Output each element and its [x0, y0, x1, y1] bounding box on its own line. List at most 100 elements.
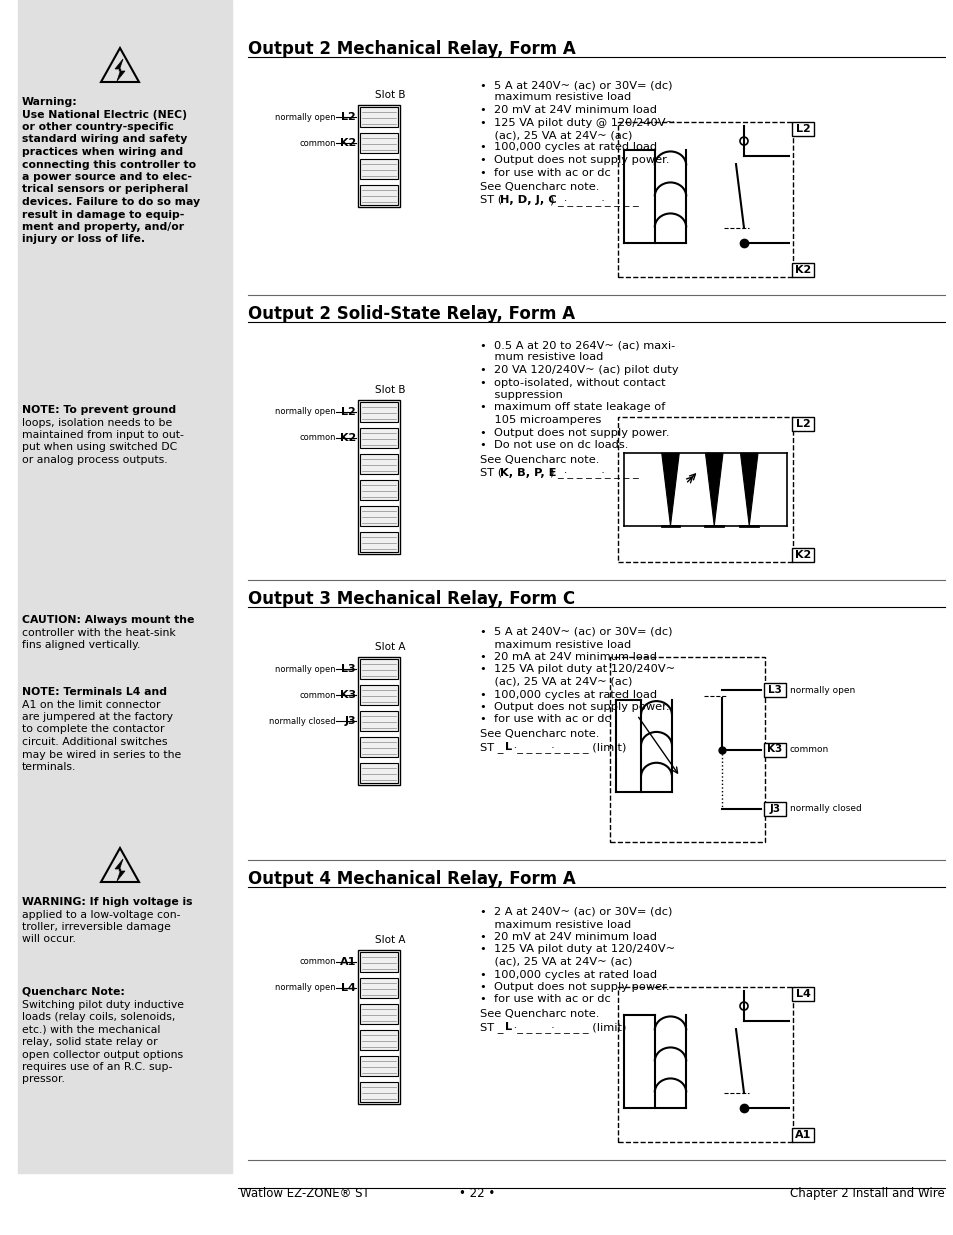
Text: normally closed: normally closed	[789, 804, 861, 813]
Text: suppression: suppression	[479, 390, 562, 400]
Text: Chapter 2 Install and Wire: Chapter 2 Install and Wire	[789, 1187, 944, 1200]
Text: WARNING: If high voltage is: WARNING: If high voltage is	[22, 897, 193, 906]
Text: Switching pilot duty inductive: Switching pilot duty inductive	[22, 999, 184, 1009]
Bar	[791, 122, 813, 136]
Text: • 22 •: • 22 •	[458, 1187, 495, 1200]
Text: troller, irreversible damage: troller, irreversible damage	[22, 923, 171, 932]
Text: •  Do not use on dc loads.: • Do not use on dc loads.	[479, 440, 628, 450]
Bar	[357, 400, 399, 555]
Text: 105 microamperes: 105 microamperes	[479, 415, 600, 425]
Text: Watlow EZ-ZONE® ST: Watlow EZ-ZONE® ST	[240, 1187, 370, 1200]
Text: normally open: normally open	[789, 685, 854, 695]
Text: Slot B: Slot B	[375, 90, 405, 100]
Text: fins aligned vertically.: fins aligned vertically.	[22, 640, 140, 650]
Text: or analog process outputs.: or analog process outputs.	[22, 454, 168, 466]
Text: L3: L3	[341, 664, 355, 674]
Text: (ac), 25 VA at 24V~ (ac): (ac), 25 VA at 24V~ (ac)	[479, 677, 632, 687]
Text: loops, isolation needs to be: loops, isolation needs to be	[22, 417, 172, 427]
Text: A1: A1	[794, 1130, 810, 1140]
Text: L3: L3	[767, 685, 781, 695]
Text: CAUTION: Always mount the: CAUTION: Always mount the	[22, 615, 194, 625]
Polygon shape	[740, 453, 758, 526]
Bar	[618, 417, 792, 562]
FancyBboxPatch shape	[359, 1082, 397, 1102]
Text: (ac), 25 VA at 24V~ (ac): (ac), 25 VA at 24V~ (ac)	[479, 957, 632, 967]
Text: A1: A1	[339, 957, 355, 967]
Text: common: common	[299, 138, 335, 147]
Text: L: L	[504, 1023, 512, 1032]
Text: normally open: normally open	[275, 664, 335, 673]
Text: standard wiring and safety: standard wiring and safety	[22, 135, 187, 144]
FancyBboxPatch shape	[359, 763, 397, 783]
Text: normally open: normally open	[275, 408, 335, 416]
Text: normally open: normally open	[275, 112, 335, 121]
Bar	[618, 122, 792, 277]
Text: K2: K2	[794, 266, 810, 275]
Text: normally closed: normally closed	[269, 716, 335, 725]
Text: injury or loss of life.: injury or loss of life.	[22, 235, 145, 245]
Text: normally open: normally open	[275, 983, 335, 993]
Text: Output 2 Mechanical Relay, Form A: Output 2 Mechanical Relay, Form A	[248, 40, 576, 58]
Text: •  5 A at 240V~ (ac) or 30V= (dc): • 5 A at 240V~ (ac) or 30V= (dc)	[479, 627, 672, 637]
Text: K, B, P, E: K, B, P, E	[499, 468, 556, 478]
Text: •  0.5 A at 20 to 264V~ (ac) maxi-: • 0.5 A at 20 to 264V~ (ac) maxi-	[479, 340, 675, 350]
FancyBboxPatch shape	[359, 737, 397, 757]
Text: •  125 VA pilot duty at 120/240V~: • 125 VA pilot duty at 120/240V~	[479, 664, 675, 674]
Text: J3: J3	[344, 716, 355, 726]
Text: applied to a low-voltage con-: applied to a low-voltage con-	[22, 909, 180, 920]
FancyBboxPatch shape	[359, 1056, 397, 1076]
Text: •  for use with ac or dc: • for use with ac or dc	[479, 994, 610, 1004]
Text: See Quencharc note.: See Quencharc note.	[479, 182, 598, 191]
Text: •  maximum off state leakage of: • maximum off state leakage of	[479, 403, 664, 412]
Text: to complete the contactor: to complete the contactor	[22, 725, 164, 735]
Text: •  20 mA at 24V minimum load: • 20 mA at 24V minimum load	[479, 652, 657, 662]
FancyBboxPatch shape	[359, 1030, 397, 1050]
FancyBboxPatch shape	[359, 685, 397, 705]
Text: •  for use with ac or dc: • for use with ac or dc	[479, 168, 610, 178]
Text: L2: L2	[341, 112, 355, 122]
Text: requires use of an R.C. sup-: requires use of an R.C. sup-	[22, 1062, 172, 1072]
Text: Output 4 Mechanical Relay, Form A: Output 4 Mechanical Relay, Form A	[248, 869, 576, 888]
Text: •  20 mV at 24V minimum load: • 20 mV at 24V minimum load	[479, 932, 657, 942]
Text: a power source and to elec-: a power source and to elec-	[22, 172, 192, 182]
Text: •  125 VA pilot duty at 120/240V~: • 125 VA pilot duty at 120/240V~	[479, 945, 675, 955]
Text: Quencharc Note:: Quencharc Note:	[22, 987, 125, 997]
FancyBboxPatch shape	[359, 454, 397, 474]
Text: •  125 VA pilot duty @ 120/240V~: • 125 VA pilot duty @ 120/240V~	[479, 117, 675, 127]
Text: ·_ _ _ _·_ _ _ _ (limit): ·_ _ _ _·_ _ _ _ (limit)	[510, 1023, 626, 1032]
FancyBboxPatch shape	[359, 659, 397, 679]
Text: L2: L2	[341, 408, 355, 417]
FancyBboxPatch shape	[359, 185, 397, 205]
Text: maintained from input to out-: maintained from input to out-	[22, 430, 184, 440]
Bar	[763, 742, 785, 757]
Text: trical sensors or peripheral: trical sensors or peripheral	[22, 184, 188, 194]
Text: NOTE: To prevent ground: NOTE: To prevent ground	[22, 405, 176, 415]
Text: L: L	[504, 742, 512, 752]
Text: circuit. Additional switches: circuit. Additional switches	[22, 737, 168, 747]
FancyBboxPatch shape	[359, 1004, 397, 1024]
Text: •  Output does not supply power.: • Output does not supply power.	[479, 982, 669, 992]
FancyBboxPatch shape	[359, 429, 397, 448]
Text: Slot A: Slot A	[375, 642, 405, 652]
Bar	[763, 802, 785, 815]
Text: •  100,000 cycles at rated load: • 100,000 cycles at rated load	[479, 969, 657, 979]
Bar	[609, 657, 764, 842]
FancyBboxPatch shape	[359, 403, 397, 422]
Text: K3: K3	[766, 745, 781, 755]
Bar	[357, 105, 399, 207]
Text: maximum resistive load: maximum resistive load	[479, 640, 631, 650]
Text: ment and property, and/or: ment and property, and/or	[22, 222, 184, 232]
Text: Slot B: Slot B	[375, 385, 405, 395]
FancyBboxPatch shape	[359, 506, 397, 526]
Text: ST (: ST (	[479, 468, 501, 478]
Text: devices. Failure to do so may: devices. Failure to do so may	[22, 198, 200, 207]
Text: maximum resistive load: maximum resistive load	[479, 93, 631, 103]
Text: •  20 VA 120/240V~ (ac) pilot duty: • 20 VA 120/240V~ (ac) pilot duty	[479, 366, 678, 375]
Text: relay, solid state relay or: relay, solid state relay or	[22, 1037, 157, 1047]
Text: •  100,000 cycles at rated load: • 100,000 cycles at rated load	[479, 142, 657, 152]
Text: ST _: ST _	[479, 742, 507, 753]
Text: are jumpered at the factory: are jumpered at the factory	[22, 713, 172, 722]
FancyBboxPatch shape	[359, 159, 397, 179]
Text: terminals.: terminals.	[22, 762, 76, 772]
Text: may be wired in series to the: may be wired in series to the	[22, 750, 181, 760]
